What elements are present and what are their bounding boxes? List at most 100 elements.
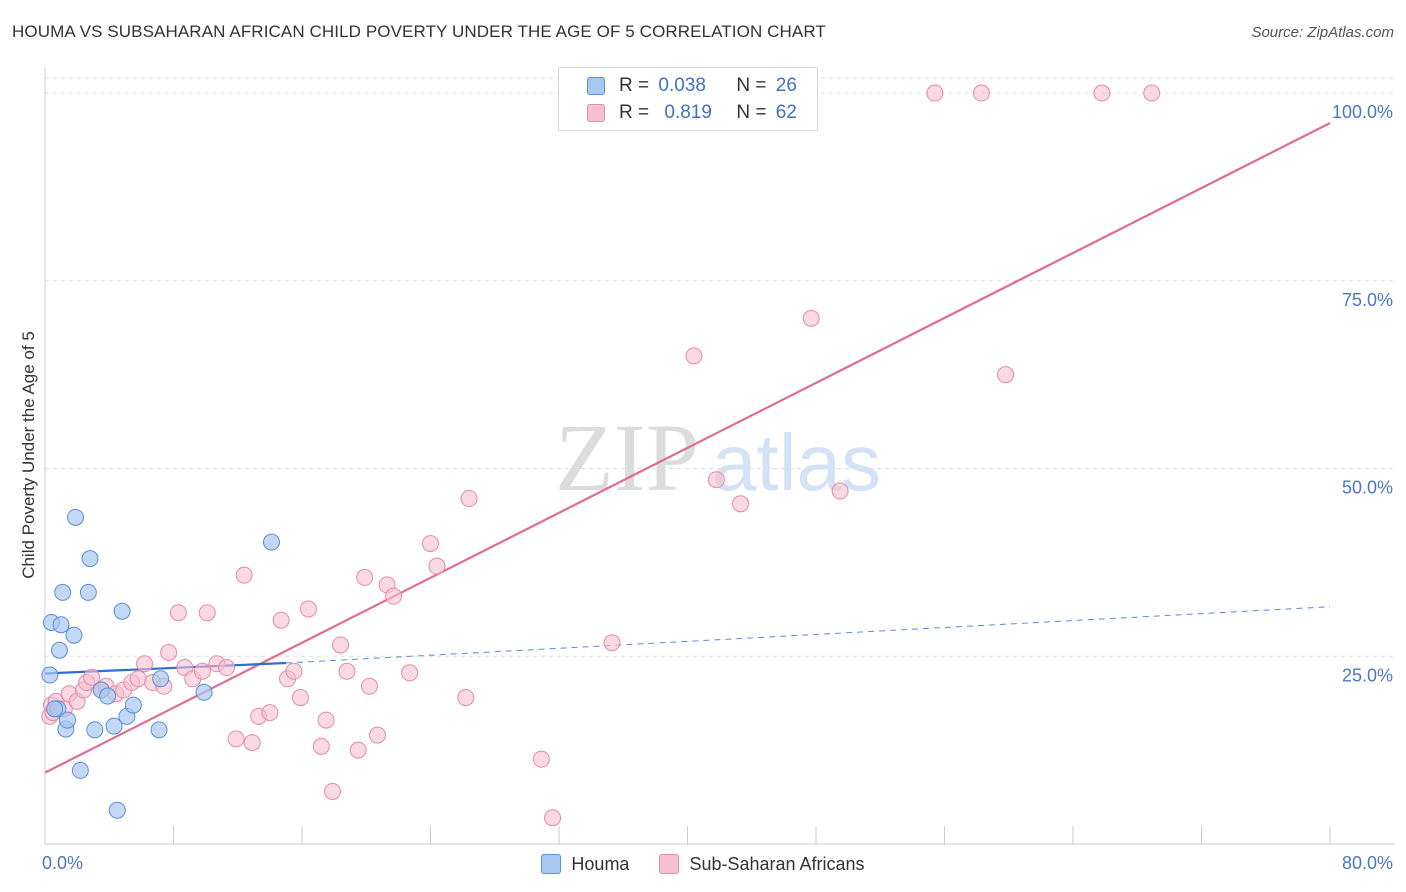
legend-r-label: R =: [619, 75, 650, 96]
x-tick-label: 80.0%: [1342, 853, 1393, 873]
houma-point: [152, 670, 170, 688]
ssa-point: [457, 689, 475, 707]
houma-point: [65, 626, 83, 644]
houma-point: [52, 616, 70, 634]
houma-point: [71, 761, 89, 779]
houma-point: [46, 700, 64, 718]
y-tick-label: 100.0%: [1332, 102, 1393, 122]
ssa-point: [317, 711, 335, 729]
houma-point: [262, 533, 280, 551]
series-houma-points: [41, 508, 280, 819]
ssa-point: [1143, 84, 1161, 102]
tick-labels: 25.0% 50.0% 75.0% 100.0% 0.0% 80.0%: [42, 102, 1393, 873]
ssa-point: [218, 659, 236, 677]
houma-point: [99, 687, 117, 705]
y-tick-label: 75.0%: [1342, 290, 1393, 310]
ssa-point: [83, 668, 101, 686]
chart-title: HOUMA VS SUBSAHARAN AFRICAN CHILD POVERT…: [12, 22, 826, 41]
ssa-point: [831, 482, 849, 500]
ssa-point: [1093, 84, 1111, 102]
ssa-point: [272, 611, 290, 629]
ssa-swatch: [587, 104, 605, 122]
legend-ssa-label: Sub-Saharan Africans: [689, 853, 865, 874]
watermark-atlas: atlas: [712, 418, 881, 507]
legend-item-houma: Houma: [541, 854, 629, 875]
legend-houma-label: Houma: [571, 853, 630, 874]
houma-point: [67, 508, 85, 526]
x-tick-label: 0.0%: [42, 853, 83, 873]
ssa-point: [243, 734, 261, 752]
houma-trend-extension: [285, 606, 1331, 664]
houma-point: [58, 711, 76, 729]
ssa-point: [349, 741, 367, 759]
ssa-point: [193, 662, 211, 680]
ssa-point: [972, 84, 990, 102]
ssa-point: [401, 664, 419, 682]
legend-row-houma: R = 0.038 N = 26: [587, 74, 797, 98]
legend-item-ssa: Sub-Saharan Africans: [659, 853, 865, 875]
legend-n-label: N =: [736, 102, 767, 123]
houma-point: [81, 550, 99, 568]
ssa-point: [299, 600, 317, 618]
houma-legend-swatch: [541, 854, 562, 874]
legend-n-label: N =: [736, 75, 767, 96]
ssa-point: [926, 84, 944, 102]
ssa-point: [368, 726, 386, 744]
ssa-point: [291, 689, 309, 707]
ssa-point: [997, 366, 1015, 384]
houma-point: [124, 696, 142, 714]
ssa-point: [532, 750, 550, 768]
ssa-point: [338, 662, 356, 680]
source-label: Source: ZipAtlas.com: [1251, 24, 1394, 41]
correlation-legend: R = 0.038 N = 26 R = 0.819 N = 62: [558, 67, 818, 131]
houma-point: [195, 683, 213, 701]
series-legend: Houma Sub-Saharan Africans: [0, 851, 1406, 877]
houma-point: [79, 583, 97, 601]
houma-point: [41, 666, 59, 684]
ssa-point: [732, 495, 750, 513]
houma-point: [108, 801, 126, 819]
ssa-point: [360, 677, 378, 695]
legend-r-label: R =: [619, 102, 650, 123]
houma-point: [150, 721, 168, 739]
ssa-point: [136, 655, 154, 673]
watermark: ZIP atlas: [555, 404, 881, 511]
ssa-point: [235, 566, 253, 584]
ssa-point: [802, 309, 820, 327]
ssa-point: [129, 670, 147, 688]
ssa-legend-swatch: [659, 854, 680, 874]
trend-lines: [44, 122, 1331, 774]
ssa-point: [169, 604, 187, 622]
ssa-point: [460, 490, 478, 508]
ssa-point: [332, 636, 350, 654]
y-tick-label: 25.0%: [1342, 665, 1393, 685]
legend-n-value: 26: [775, 75, 797, 96]
legend-r-value: 0.819: [664, 102, 712, 123]
ssa-point: [428, 557, 446, 575]
legend-n-value: 62: [775, 102, 797, 123]
ssa-point: [160, 644, 178, 661]
ssa-trend-line: [44, 122, 1331, 774]
ssa-point: [707, 471, 725, 489]
houma-point: [50, 641, 68, 659]
houma-swatch: [587, 77, 605, 95]
ssa-point: [285, 662, 303, 680]
houma-point: [54, 583, 72, 601]
ssa-point: [422, 535, 439, 553]
legend-r-value: 0.038: [658, 75, 706, 96]
y-axis-label: Child Poverty Under the Age of 5: [19, 331, 38, 579]
houma-point: [113, 602, 131, 620]
ssa-point: [385, 587, 403, 605]
ssa-point: [685, 347, 703, 365]
ssa-point: [312, 737, 330, 755]
legend-row-ssa: R = 0.819 N = 62: [587, 101, 797, 125]
ssa-point: [261, 704, 279, 722]
ssa-point: [603, 634, 621, 652]
ssa-point: [198, 604, 216, 622]
y-tick-label: 50.0%: [1342, 478, 1393, 498]
houma-point: [86, 721, 104, 739]
ssa-point: [356, 568, 374, 586]
ssa-point: [324, 782, 342, 800]
ssa-point: [544, 809, 562, 827]
